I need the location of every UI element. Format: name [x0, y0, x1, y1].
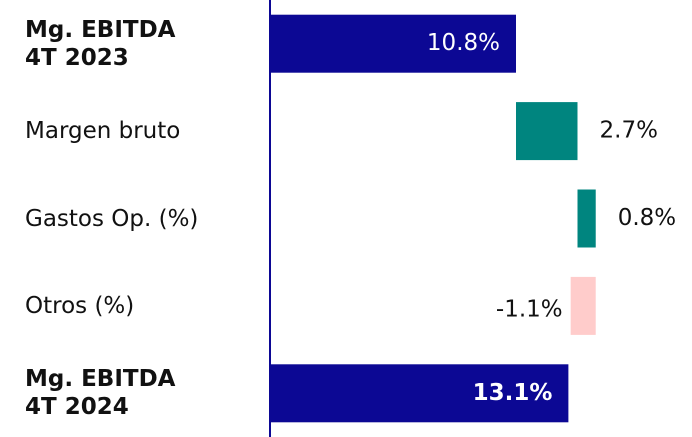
category-label: Gastos Op. (%) [25, 205, 199, 232]
value-label: 0.8% [618, 205, 676, 231]
category-label: Mg. EBITDA 4T 2024 [25, 366, 176, 421]
bar [270, 14, 516, 73]
value-label: 2.7% [600, 118, 658, 144]
value-label: 13.1% [473, 380, 553, 406]
bar [270, 364, 569, 423]
category-label: Otros (%) [25, 292, 135, 319]
category-label: Mg. EBITDA 4T 2023 [25, 16, 176, 71]
value-label: -1.1% [496, 296, 563, 322]
bar [577, 189, 596, 248]
value-label: 10.8% [427, 30, 500, 56]
bar [570, 276, 596, 335]
category-label: Margen bruto [25, 118, 181, 145]
bar [516, 102, 578, 161]
